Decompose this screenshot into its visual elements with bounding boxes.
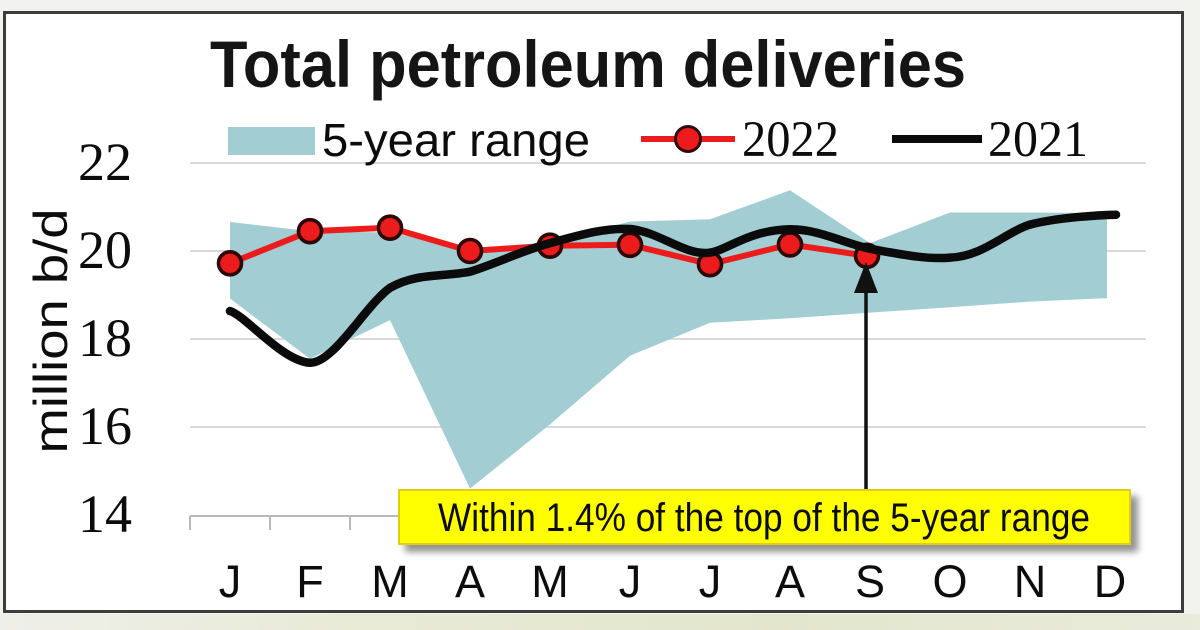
svg-text:J: J bbox=[219, 556, 242, 607]
svg-text:18: 18 bbox=[78, 308, 132, 368]
svg-text:A: A bbox=[775, 556, 805, 607]
svg-text:A: A bbox=[455, 556, 485, 607]
svg-text:M: M bbox=[531, 556, 569, 607]
svg-text:D: D bbox=[1094, 556, 1127, 607]
svg-text:million b/d: million b/d bbox=[24, 208, 77, 453]
svg-text:J: J bbox=[619, 556, 642, 607]
svg-text:S: S bbox=[855, 556, 885, 607]
svg-text:5-year range: 5-year range bbox=[322, 114, 590, 166]
svg-text:N: N bbox=[1014, 556, 1047, 607]
svg-text:F: F bbox=[296, 556, 324, 607]
svg-text:M: M bbox=[371, 556, 409, 607]
svg-text:14: 14 bbox=[78, 484, 132, 544]
svg-text:Within 1.4% of the top of the: Within 1.4% of the top of the 5-year ran… bbox=[438, 496, 1090, 540]
svg-text:2022: 2022 bbox=[742, 112, 839, 168]
svg-text:O: O bbox=[932, 556, 967, 607]
svg-text:22: 22 bbox=[78, 132, 132, 192]
svg-text:20: 20 bbox=[78, 220, 132, 280]
svg-text:2021: 2021 bbox=[988, 112, 1088, 168]
svg-text:J: J bbox=[699, 556, 722, 607]
svg-text:Total petroleum deliveries: Total petroleum deliveries bbox=[210, 27, 966, 101]
svg-text:16: 16 bbox=[78, 396, 132, 456]
